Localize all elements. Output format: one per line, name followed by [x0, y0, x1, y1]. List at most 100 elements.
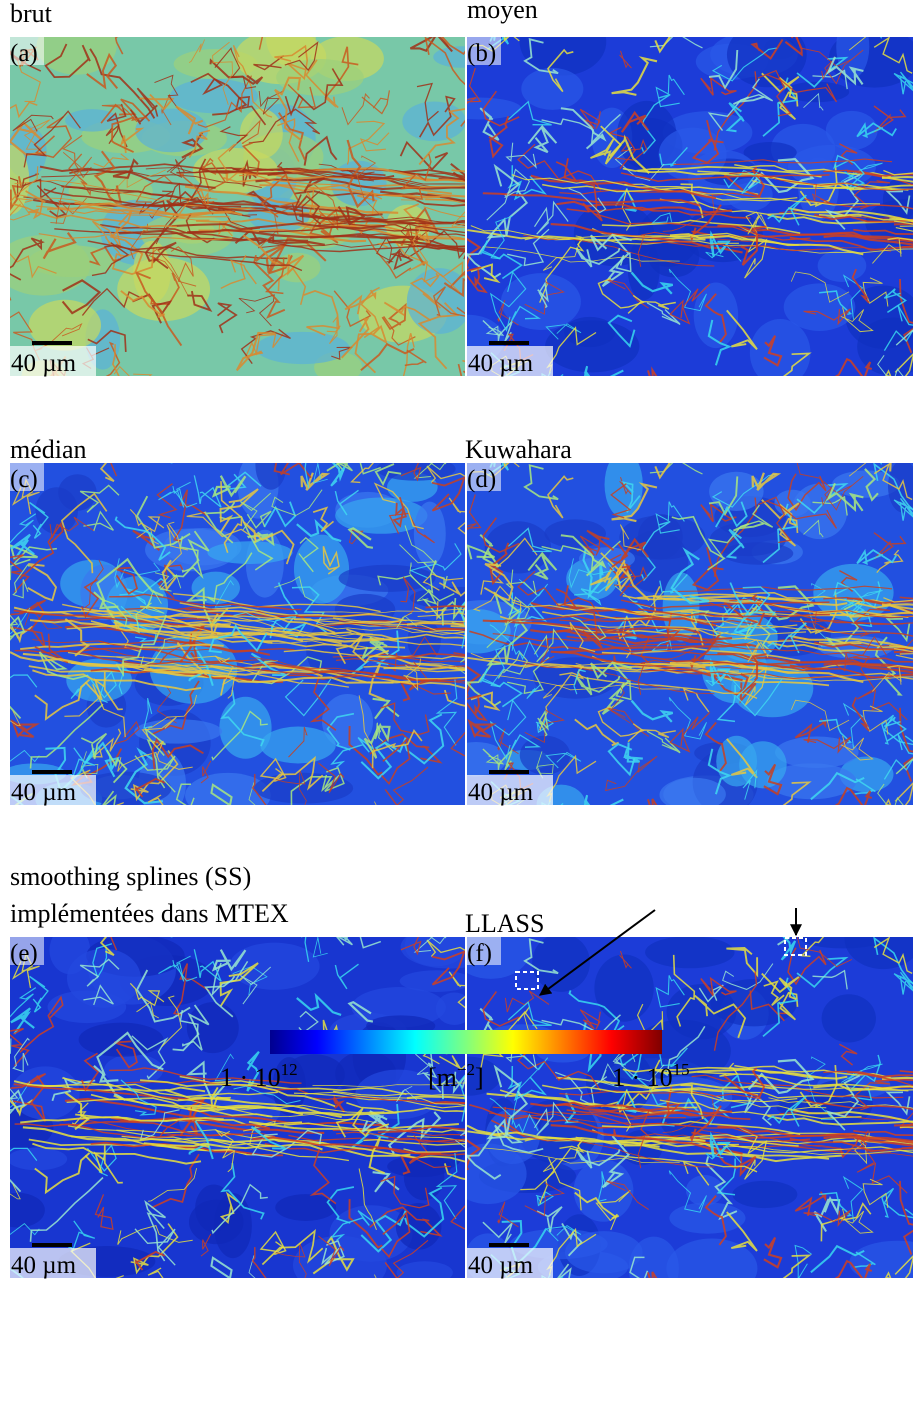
- map-boundary: [470, 652, 714, 668]
- map-boundary: [707, 78, 774, 132]
- map-boundary: [388, 168, 465, 178]
- map-boundary: [188, 39, 206, 63]
- map-boundary: [112, 158, 139, 179]
- map-boundary: [129, 87, 159, 125]
- map-boundary: [221, 207, 258, 230]
- map-boundary: [704, 293, 727, 344]
- map-grain: [10, 1066, 80, 1120]
- map-boundary: [132, 529, 161, 551]
- map-boundary: [368, 663, 385, 701]
- map-boundary: [87, 329, 127, 352]
- map-boundary: [560, 107, 607, 150]
- map-boundary: [823, 234, 913, 246]
- map-boundary: [200, 760, 212, 784]
- map-boundary: [317, 207, 339, 244]
- map-boundary: [450, 162, 465, 182]
- map-boundary: [469, 630, 634, 656]
- map-boundary: [655, 74, 685, 108]
- map-boundary: [659, 625, 862, 646]
- map-boundary: [579, 535, 601, 556]
- map-boundary: [874, 636, 903, 696]
- map-boundary: [84, 1145, 123, 1184]
- map-boundary: [304, 1091, 465, 1106]
- map-boundary: [713, 971, 758, 1051]
- map-boundary: [64, 1097, 271, 1130]
- map-boundary: [403, 1148, 465, 1153]
- map-boundary: [10, 710, 21, 726]
- map-boundary: [147, 1267, 164, 1278]
- map-boundary: [12, 1037, 30, 1073]
- label-exponent: −2: [457, 1060, 475, 1079]
- colorbar-gradient: [270, 1030, 662, 1054]
- map-boundary: [880, 463, 883, 465]
- map-boundary: [421, 560, 442, 620]
- map-grain: [239, 108, 283, 159]
- map-boundary: [419, 95, 456, 138]
- map-boundary: [812, 69, 848, 90]
- map-boundary: [872, 238, 902, 264]
- map-boundary: [643, 241, 841, 252]
- map-boundary: [64, 684, 126, 738]
- map-boundary: [135, 174, 173, 203]
- map-boundary: [341, 317, 370, 359]
- map-boundary: [661, 1097, 721, 1127]
- map-boundary: [899, 1180, 913, 1255]
- label-bg: [467, 937, 501, 965]
- map-boundary: [825, 1074, 861, 1131]
- map-boundary: [248, 108, 321, 144]
- arrow: [539, 909, 656, 996]
- map-grain: [832, 470, 900, 498]
- map-boundary: [823, 662, 913, 674]
- map-boundary: [143, 668, 323, 678]
- map-boundary: [719, 1142, 913, 1154]
- map-boundary: [293, 194, 322, 225]
- map-boundary: [842, 274, 864, 320]
- map-boundary: [615, 559, 632, 592]
- map-boundary: [630, 699, 674, 723]
- map-boundary: [409, 562, 430, 602]
- map-boundary: [751, 472, 782, 491]
- map-boundary: [187, 228, 419, 239]
- map-boundary: [840, 735, 874, 761]
- map-boundary: [374, 801, 377, 805]
- map-boundary: [139, 635, 180, 668]
- map-boundary: [246, 510, 272, 529]
- map-boundary: [597, 1171, 607, 1203]
- map-boundary: [479, 534, 500, 568]
- map-grain: [66, 948, 141, 1008]
- map-boundary: [164, 615, 342, 645]
- map-boundary: [839, 1043, 858, 1066]
- map-boundary: [361, 90, 390, 115]
- map-boundary: [406, 1095, 465, 1100]
- map-boundary: [483, 563, 514, 602]
- map-boundary: [284, 68, 344, 117]
- map-boundary: [846, 170, 913, 177]
- map-boundary: [440, 37, 465, 56]
- map-boundary: [248, 782, 256, 805]
- map-boundary: [148, 1168, 198, 1202]
- map-grain: [645, 937, 735, 969]
- panel-title: moyen: [467, 0, 538, 24]
- map-boundary: [175, 105, 204, 135]
- scale-bar-label: 40 µm: [11, 779, 77, 806]
- map-boundary: [823, 169, 913, 186]
- map-boundary: [537, 709, 549, 737]
- map-boundary: [209, 58, 264, 86]
- map-boundary: [211, 949, 247, 972]
- map-boundary: [517, 143, 602, 191]
- map-boundary: [404, 1186, 445, 1238]
- map-boundary: [862, 1178, 889, 1208]
- map-boundary: [883, 716, 907, 742]
- scale-bar-label: 40 µm: [11, 1252, 77, 1279]
- map-boundary: [10, 718, 40, 738]
- map-boundary: [763, 1236, 783, 1269]
- map-boundary: [321, 766, 345, 793]
- map-grain: [403, 1153, 445, 1201]
- map-boundary: [263, 501, 297, 528]
- map-grain: [28, 299, 102, 351]
- map-boundary: [27, 563, 58, 602]
- map-boundary: [383, 301, 432, 322]
- map-boundary: [654, 463, 671, 480]
- map-boundary: [106, 103, 128, 148]
- map-boundary: [326, 712, 355, 751]
